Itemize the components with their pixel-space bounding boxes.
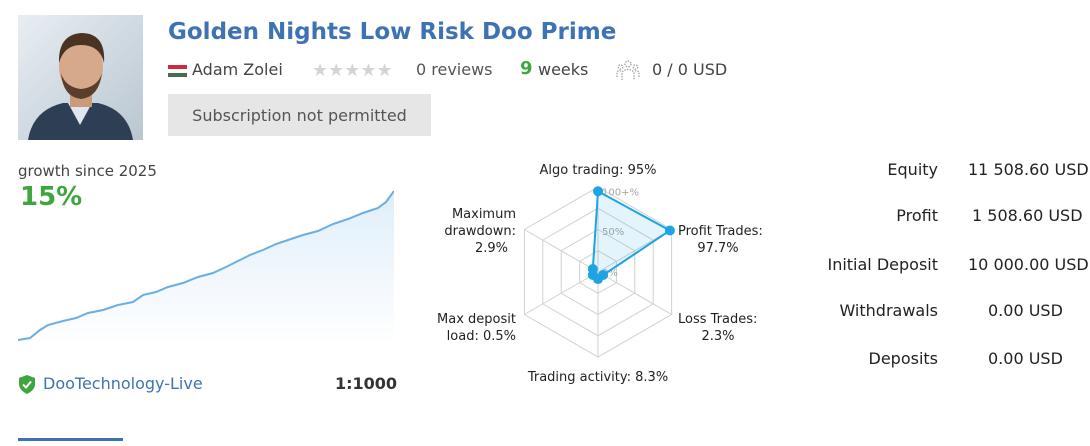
weeks-label: weeks <box>538 60 589 79</box>
stat-value: 11 508.60 USD <box>968 160 1089 179</box>
growth-line <box>18 190 394 341</box>
subscribers-funds: 0 / 0 USD <box>652 60 728 79</box>
radar-spoke <box>524 229 599 273</box>
radar-axis-label: Max deposit load: 0.5% <box>437 312 516 344</box>
radar-series <box>587 186 675 285</box>
stat-value: 10 000.00 USD <box>968 255 1089 274</box>
stat-label: Initial Deposit <box>827 255 938 274</box>
author-avatar[interactable] <box>18 15 143 140</box>
radar-axis-label-line: Loss Trades: <box>678 312 757 327</box>
stat-label: Profit <box>896 206 938 225</box>
stat-value: 1 508.60 USD <box>972 206 1083 225</box>
radar-axis-label: Trading activity: 8.3% <box>527 370 668 385</box>
growth-label: growth since 2025 <box>18 162 157 180</box>
hungary-flag-icon <box>168 65 187 77</box>
broker-server[interactable]: DooTechnology-Live <box>43 374 203 393</box>
radar-series-polygon <box>591 189 672 281</box>
radar-axis-label-line: 2.3% <box>701 329 734 344</box>
star-rating-icon: ★★★★★ <box>312 60 393 81</box>
radar-axis-label-line: drawdown: <box>444 224 516 239</box>
radar-axis-label: Loss Trades: 2.3% <box>678 312 757 344</box>
radar-point <box>664 225 675 236</box>
stat-label: Equity <box>887 160 938 179</box>
radar-axis-label: Maximum drawdown: 2.9% <box>444 207 516 256</box>
leverage: 1:1000 <box>335 374 398 393</box>
radar-scale-label: 50% <box>602 227 624 238</box>
radar-scale: 100+% 50% 0% <box>602 187 639 279</box>
radar-axis-label-line: 2.9% <box>475 241 508 256</box>
growth-chart[interactable] <box>18 185 394 345</box>
growth-area <box>18 191 394 345</box>
radar-scale-label: 0% <box>602 268 618 279</box>
radar-spoke <box>524 271 599 315</box>
signal-title[interactable]: Golden Nights Low Risk Doo Prime <box>168 19 617 45</box>
stat-label: Deposits <box>868 349 939 368</box>
radar-axis-label-line: Algo trading: 95% <box>539 163 656 178</box>
active-tab-indicator <box>18 438 123 441</box>
radar-spoke <box>597 271 672 315</box>
radar-chart: 100+% 50% 0% Algo trading: 95% Profit Trade… <box>437 163 763 385</box>
radar-labels: Algo trading: 95% Profit Trades: 97.7% Loss… <box>437 163 763 385</box>
verified-shield-icon <box>19 375 35 394</box>
radar-point <box>587 264 598 274</box>
stat-label: Withdrawals <box>839 301 938 320</box>
radar-axis-label-line: Max deposit <box>437 312 516 327</box>
weeks-number: 9 <box>520 58 533 79</box>
radar-axis-label-line: Profit Trades: <box>678 224 763 239</box>
subscription-button[interactable]: Subscription not permitted <box>168 94 431 136</box>
radar-axis-label: Algo trading: 95% <box>539 163 656 178</box>
stat-value: 0.00 USD <box>988 349 1063 368</box>
radar-axis-label: Profit Trades: 97.7% <box>678 224 763 256</box>
radar-axis-label-line: load: 0.5% <box>447 329 516 344</box>
radar-axis-label-line: 97.7% <box>697 241 738 256</box>
growth-value: 15% <box>20 182 83 212</box>
reviews-count[interactable]: 0 reviews <box>416 60 493 79</box>
radar-scale-label: 100+% <box>602 187 639 198</box>
radar-axis-label-line: Trading activity: 8.3% <box>527 370 668 385</box>
author-name[interactable]: Adam Zolei <box>192 60 283 79</box>
subscribers-icon <box>616 60 640 80</box>
radar-point <box>593 186 603 197</box>
stat-value: 0.00 USD <box>988 301 1063 320</box>
radar-axis-label-line: Maximum <box>452 207 516 222</box>
